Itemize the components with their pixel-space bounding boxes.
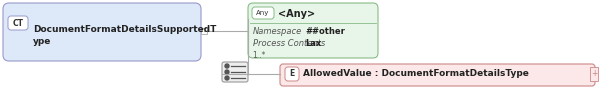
FancyBboxPatch shape [8,16,28,30]
Bar [201,28,207,34]
Text: DocumentFormatDetailsSupportedT
ype: DocumentFormatDetailsSupportedT ype [33,25,216,46]
Bar [590,67,598,81]
Text: E: E [290,69,295,78]
FancyBboxPatch shape [3,3,201,61]
Circle shape [225,76,229,80]
Text: <Any>: <Any> [278,9,315,19]
Text: Process Contents: Process Contents [253,39,325,48]
Text: CT: CT [12,19,23,28]
Text: +: + [591,69,597,78]
Text: ##other: ##other [305,27,345,36]
FancyBboxPatch shape [280,64,595,86]
FancyBboxPatch shape [248,3,378,58]
Text: Namespace: Namespace [253,27,302,36]
FancyBboxPatch shape [285,67,299,81]
FancyBboxPatch shape [222,62,248,82]
Circle shape [225,64,229,68]
Text: Lax: Lax [305,39,321,48]
Text: AllowedValue : DocumentFormatDetailsType: AllowedValue : DocumentFormatDetailsType [303,69,529,78]
Text: Any: Any [256,10,269,16]
Text: 1..*: 1..* [252,51,265,60]
Circle shape [225,70,229,74]
FancyBboxPatch shape [252,7,274,19]
